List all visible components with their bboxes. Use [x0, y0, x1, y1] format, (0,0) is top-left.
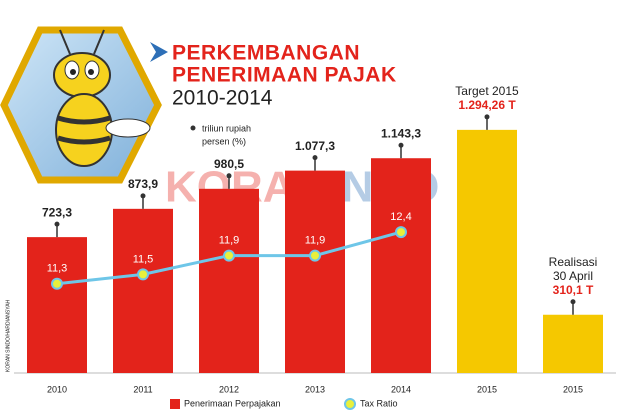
annotation: Realisasi [549, 255, 598, 269]
bar [27, 237, 87, 373]
pin-head [226, 173, 232, 179]
value-label: 11,5 [133, 253, 154, 265]
point [51, 277, 63, 290]
point [137, 268, 149, 281]
x-tick-label: 2015 [477, 384, 497, 394]
value-label: 12,4 [390, 211, 411, 223]
legend-label: Tax Ratio [360, 398, 398, 408]
x-tick-label: 2015 [563, 384, 583, 394]
pin-head [54, 221, 60, 227]
chart-title: PENERIMAAN PAJAK [172, 64, 397, 87]
x-tick-label: 2011 [133, 384, 152, 394]
point [395, 226, 407, 239]
value-label: 11,9 [219, 234, 240, 246]
bar [371, 158, 431, 373]
point [309, 249, 321, 262]
bar [285, 170, 345, 373]
pin-head [484, 114, 490, 120]
legend-label: Penerimaan Perpajakan [184, 398, 281, 408]
chart-subtitle: 2010-2014 [172, 87, 273, 110]
x-tick-label: 2014 [391, 384, 411, 394]
pin-head [140, 193, 146, 199]
note-pin [190, 125, 196, 131]
unit-note: triliun rupiah [202, 123, 251, 133]
x-tick-label: 2010 [47, 384, 67, 394]
value-label: 1.143,3 [381, 126, 421, 140]
x-tick-label: 2013 [305, 384, 325, 394]
bar [113, 208, 173, 373]
chart-title: PERKEMBANGAN [172, 42, 360, 65]
unit-note: persen (%) [202, 136, 246, 146]
legend-swatch [170, 399, 180, 409]
bar [543, 314, 603, 373]
title-arrow [150, 42, 168, 62]
value-label: 1.294,26 T [458, 98, 516, 112]
x-tick-label: 2012 [219, 384, 239, 394]
pin-head [398, 142, 404, 148]
annotation: Target 2015 [455, 84, 519, 98]
value-label: 11,3 [47, 263, 68, 275]
value-label: 11,9 [305, 234, 326, 246]
bar [457, 129, 517, 373]
value-label: 310,1 T [553, 283, 594, 297]
pin-head [570, 299, 576, 305]
bar [199, 188, 259, 373]
mascot [0, 26, 162, 184]
value-label: 980,5 [214, 157, 244, 171]
pin-head [312, 155, 318, 161]
credit: KORAN SINDO/HARDIANSYAH [5, 299, 11, 372]
value-label: 1.077,3 [295, 139, 335, 153]
value-label: 873,9 [128, 177, 158, 191]
legend-swatch [344, 398, 356, 410]
point [223, 249, 235, 262]
annotation: 30 April [553, 269, 593, 283]
value-label: 723,3 [42, 205, 72, 219]
